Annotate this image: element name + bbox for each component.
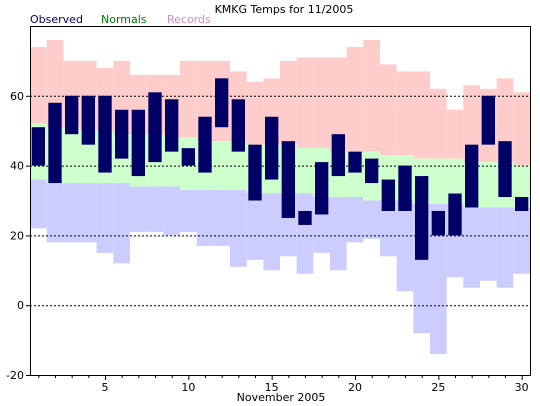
observed-bar <box>215 78 229 128</box>
record-high-bar <box>413 71 430 159</box>
record-high-bar <box>446 109 464 159</box>
normal-range-bar <box>430 158 447 204</box>
record-low-bar <box>113 183 130 264</box>
grid-layer <box>30 95 530 307</box>
y-tick-label: 20 <box>10 229 24 242</box>
record-low-bar <box>196 190 214 246</box>
x-tick-label: 25 <box>431 381 445 394</box>
observed-bar <box>331 134 345 177</box>
normal-range-bar <box>213 141 230 191</box>
record-low-bar <box>146 186 164 232</box>
record-low-bar <box>513 207 530 274</box>
record-high-bar <box>396 71 414 156</box>
record-low-bar <box>496 207 514 288</box>
record-low-bar <box>430 203 447 355</box>
observed-bar <box>365 158 379 184</box>
legend-normals: Normals <box>101 13 147 26</box>
observed-bar <box>415 176 429 260</box>
observed-bar <box>131 109 145 177</box>
observed-bar <box>315 162 329 215</box>
observed-bar <box>298 210 312 225</box>
normal-range-bar <box>480 162 497 208</box>
observed-bar <box>498 141 512 198</box>
record-high-bar <box>380 64 397 156</box>
observed-bar <box>381 179 395 211</box>
record-low-bar <box>130 186 147 232</box>
y-tick-label: -20 <box>6 369 24 382</box>
record-high-bar <box>180 60 197 138</box>
record-high-bar <box>313 57 330 149</box>
record-low-bar <box>330 197 347 271</box>
normal-range-bar <box>63 127 80 184</box>
record-low-bar <box>80 183 97 243</box>
observed-bar <box>198 116 212 173</box>
observed-bar <box>31 127 45 166</box>
record-low-bar <box>346 197 364 243</box>
normal-range-bar <box>296 148 314 194</box>
x-tick-label: 15 <box>265 381 279 394</box>
y-tick-label: 0 <box>17 299 24 312</box>
x-tick-label: 5 <box>102 381 109 394</box>
x-axis-label: November 2005 <box>237 391 326 404</box>
observed-bar <box>448 193 462 236</box>
record-high-bar <box>346 46 364 152</box>
observed-bar <box>348 151 362 173</box>
record-high-bar <box>296 57 314 149</box>
record-low-bar <box>213 190 230 246</box>
observed-bar <box>181 148 195 166</box>
legend-observed: Observed <box>30 13 83 26</box>
plot-frame <box>30 26 531 376</box>
record-low-bar <box>180 190 197 232</box>
record-high-bar <box>513 92 530 166</box>
observed-bar <box>81 95 95 145</box>
record-low-bar <box>30 179 47 229</box>
normal-range-bar <box>446 158 464 204</box>
chart-legend: Observed Normals Records <box>30 13 211 26</box>
legend-records: Records <box>167 13 211 26</box>
observed-bar <box>98 95 112 173</box>
record-high-bar <box>463 85 480 163</box>
observed-bar <box>148 92 162 163</box>
record-low-bar <box>230 190 247 267</box>
record-high-bar <box>246 81 264 145</box>
record-low-bar <box>163 186 180 236</box>
y-tick-label: 60 <box>10 90 24 103</box>
observed-bar <box>48 102 62 184</box>
record-low-bar <box>296 193 314 274</box>
y-tick-label: 40 <box>10 160 24 173</box>
observed-bar <box>515 197 529 211</box>
observed-bar <box>398 165 412 211</box>
record-high-bar <box>330 57 347 152</box>
record-low-bar <box>363 200 380 239</box>
observed-bar <box>431 210 445 236</box>
record-low-bar <box>380 200 397 257</box>
record-low-bar <box>263 193 280 271</box>
record-low-bar <box>63 183 80 243</box>
record-low-bar <box>463 207 480 288</box>
record-low-bar <box>46 183 64 243</box>
observed-bar <box>481 95 495 145</box>
observed-bar <box>265 116 279 180</box>
observed-bar <box>115 109 129 159</box>
record-high-bar <box>280 60 297 145</box>
observed-bar <box>165 99 179 152</box>
record-high-bar <box>430 88 447 159</box>
record-low-bar <box>96 183 114 253</box>
record-low-bar <box>480 207 497 281</box>
axis-layer: -20 0 20 40 60 5 10 15 20 25 30 <box>6 90 529 394</box>
observed-bar <box>248 144 262 201</box>
x-tick-label: 10 <box>181 381 195 394</box>
observed-bar <box>281 141 295 218</box>
observed-bar <box>465 144 479 208</box>
observed-bar <box>65 95 79 135</box>
record-low-bar <box>246 193 264 260</box>
record-high-bar <box>30 46 47 124</box>
x-tick-label: 30 <box>515 381 529 394</box>
chart-title: KMKG Temps for 11/2005 <box>215 3 354 16</box>
x-tick-label: 20 <box>348 381 362 394</box>
observed-bar <box>231 99 245 152</box>
observed-layer <box>31 78 529 260</box>
record-low-bar <box>396 200 414 292</box>
